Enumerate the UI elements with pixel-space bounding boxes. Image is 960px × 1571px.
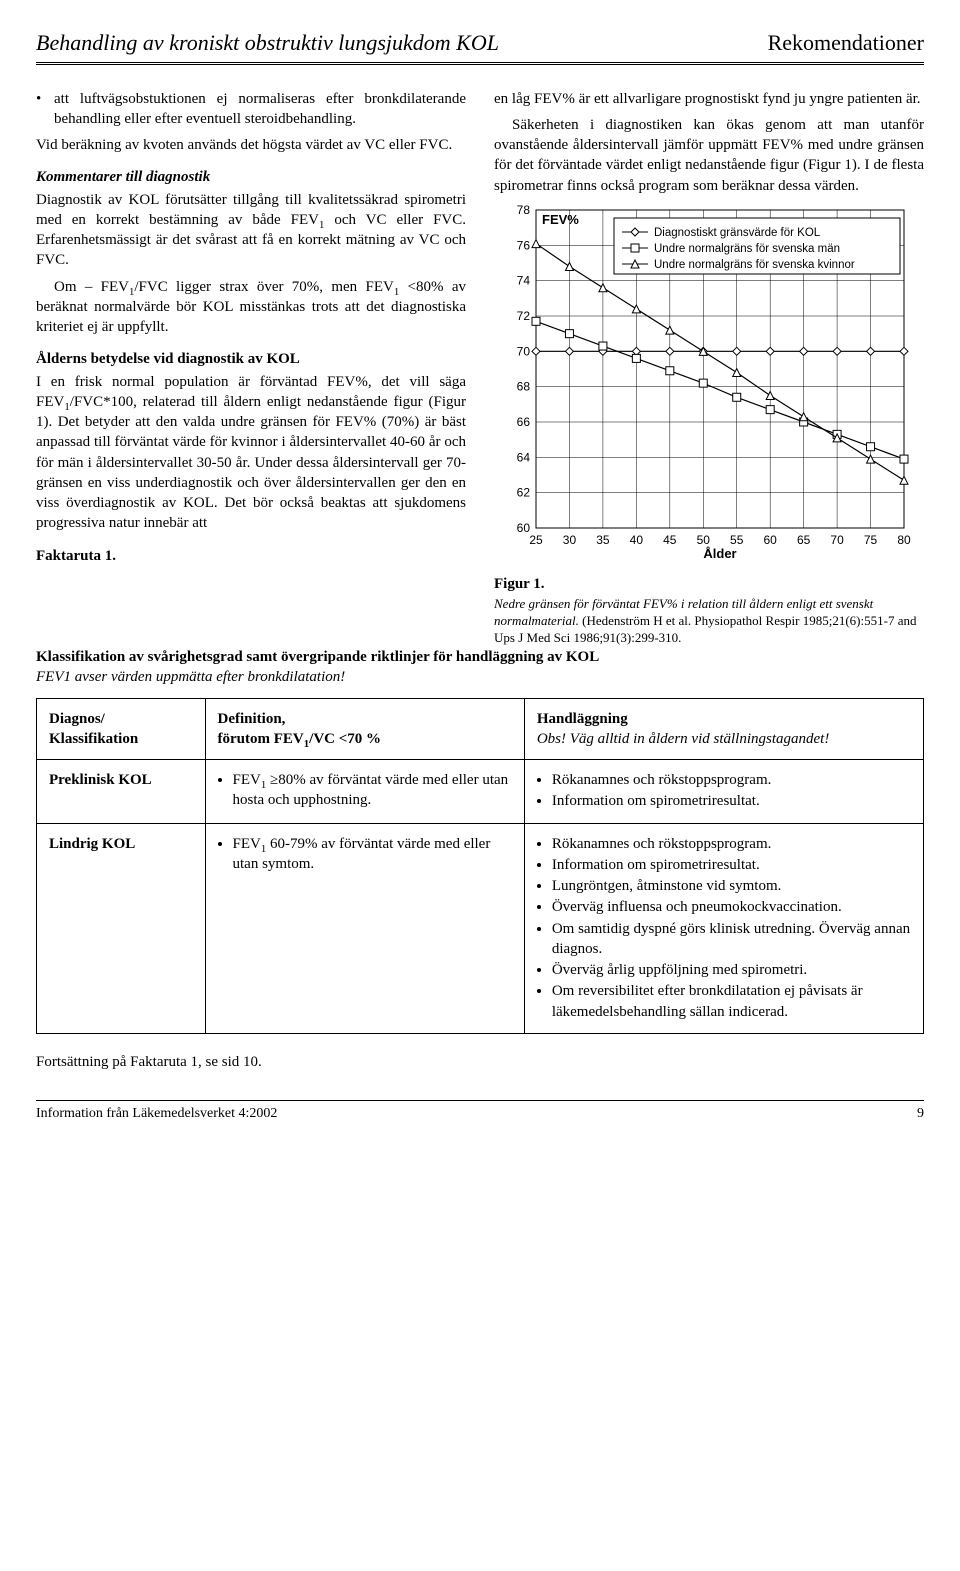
- svg-text:45: 45: [663, 533, 677, 547]
- table-row: Preklinisk KOLFEV1 ≥80% av förväntat vär…: [37, 760, 924, 824]
- svg-text:65: 65: [797, 533, 811, 547]
- svg-text:70: 70: [517, 344, 531, 358]
- subheading-alderns: Ålderns betydelse vid diagnostik av KOL: [36, 349, 466, 369]
- header-text: Klassifikation: [49, 731, 138, 747]
- subheading-kommentarer: Kommentarer till diagnostik: [36, 167, 466, 187]
- svg-text:76: 76: [517, 238, 531, 252]
- body-paragraph: I en frisk normal population är förvänta…: [36, 372, 466, 534]
- faktaruta-label: Faktaruta 1.: [36, 546, 466, 566]
- cell-definition: FEV1 60-79% av förväntat värde med eller…: [205, 823, 524, 1033]
- body-paragraph: Vid beräkning av kvoten används det högs…: [36, 135, 466, 155]
- text-run: /FVC ligger strax över 70%, men FEV: [134, 279, 393, 295]
- text-run: Om – FEV: [54, 279, 129, 295]
- svg-text:50: 50: [697, 533, 711, 547]
- bullet-item: • att luftvägsobstuktionen ej normaliser…: [36, 89, 466, 130]
- footer-page-number: 9: [917, 1105, 924, 1124]
- faktaruta-block: Klassifikation av svårighetsgrad samt öv…: [36, 647, 924, 1072]
- svg-text:Ålder: Ålder: [703, 546, 736, 561]
- bullet-marker: •: [36, 89, 54, 130]
- svg-text:70: 70: [830, 533, 844, 547]
- table-header-row: Diagnos/ Klassifikation Definition, föru…: [37, 698, 924, 760]
- cell-handlaggning: Rökanamnes och rökstoppsprogram.Informat…: [524, 823, 923, 1033]
- header-rule: [36, 62, 924, 65]
- svg-text:64: 64: [517, 450, 531, 464]
- header-subtext: Obs! Väg alltid in åldern vid ställnings…: [537, 731, 830, 747]
- svg-text:60: 60: [517, 521, 531, 535]
- svg-text:66: 66: [517, 415, 531, 429]
- body-paragraph: en låg FEV% är ett allvarligare prognost…: [494, 89, 924, 109]
- figure-label: Figur 1.: [494, 574, 924, 594]
- table-row: Lindrig KOLFEV1 60-79% av förväntat värd…: [37, 823, 924, 1033]
- svg-text:40: 40: [630, 533, 644, 547]
- doc-title-right: Rekomendationer: [768, 28, 924, 58]
- svg-text:62: 62: [517, 486, 531, 500]
- doc-title-left: Behandling av kroniskt obstruktiv lungsj…: [36, 28, 499, 58]
- header-text: Definition,: [218, 711, 286, 727]
- cell-klass: Lindrig KOL: [37, 823, 206, 1033]
- svg-text:Undre normalgräns för svenska: Undre normalgräns för svenska män: [654, 243, 840, 255]
- svg-text:78: 78: [517, 203, 531, 217]
- body-paragraph: Säkerheten i diagnostiken kan ökas genom…: [494, 115, 924, 196]
- svg-text:Diagnostiskt gränsvärde för KO: Diagnostiskt gränsvärde för KOL: [654, 227, 821, 239]
- header-text: förutom FEV1/VC <70 %: [218, 731, 382, 747]
- col-header-diagnos: Diagnos/ Klassifikation: [37, 698, 206, 760]
- faktaruta-subheading: FEV1 avser värden uppmätta efter bronkdi…: [36, 667, 924, 687]
- faktaruta-heading: Klassifikation av svårighetsgrad samt öv…: [36, 647, 924, 667]
- fev-chart-svg: 60 62 64 66 68 70 72 74 76 78 25 30 35 40 45 50 55 60 65 70…: [494, 202, 914, 562]
- svg-text:30: 30: [563, 533, 577, 547]
- classification-table: Diagnos/ Klassifikation Definition, föru…: [36, 698, 924, 1034]
- svg-text:Undre normalgräns för svenska: Undre normalgräns för svenska kvinnor: [654, 259, 855, 271]
- svg-text:74: 74: [517, 274, 531, 288]
- figure-caption: Nedre gränsen för förväntat FEV% i relat…: [494, 596, 924, 647]
- svg-text:75: 75: [864, 533, 878, 547]
- header-text: Handläggning: [537, 711, 628, 727]
- col-header-handlaggning: Handläggning Obs! Väg alltid in åldern v…: [524, 698, 923, 760]
- svg-text:35: 35: [596, 533, 610, 547]
- cell-definition: FEV1 ≥80% av förväntat värde med eller u…: [205, 760, 524, 824]
- text-run: /FVC*100, relaterad till åldern enligt n…: [36, 394, 466, 532]
- svg-text:FEV%: FEV%: [542, 212, 579, 227]
- two-column-layout: • att luftvägsobstuktionen ej normaliser…: [36, 89, 924, 647]
- cell-handlaggning: Rökanamnes och rökstoppsprogram.Informat…: [524, 760, 923, 824]
- svg-text:25: 25: [529, 533, 543, 547]
- svg-text:80: 80: [897, 533, 911, 547]
- svg-text:68: 68: [517, 380, 531, 394]
- body-paragraph: Om – FEV1/FVC ligger strax över 70%, men…: [36, 277, 466, 338]
- footer-source: Information från Läkemedelsverket 4:2002: [36, 1105, 277, 1124]
- left-column: • att luftvägsobstuktionen ej normaliser…: [36, 89, 466, 647]
- bullet-text: att luftvägsobstuktionen ej normaliseras…: [54, 89, 466, 130]
- svg-text:72: 72: [517, 309, 531, 323]
- svg-text:55: 55: [730, 533, 744, 547]
- body-paragraph: Diagnostik av KOL förutsätter tillgång t…: [36, 190, 466, 271]
- figure-1-chart: 60 62 64 66 68 70 72 74 76 78 25 30 35 40 45 50 55 60 65 70…: [494, 202, 924, 568]
- svg-text:60: 60: [764, 533, 778, 547]
- right-column: en låg FEV% är ett allvarligare prognost…: [494, 89, 924, 647]
- faktaruta-footnote: Fortsättning på Faktaruta 1, se sid 10.: [36, 1052, 924, 1072]
- col-header-definition: Definition, förutom FEV1/VC <70 %: [205, 698, 524, 760]
- cell-klass: Preklinisk KOL: [37, 760, 206, 824]
- page-header: Behandling av kroniskt obstruktiv lungsj…: [36, 28, 924, 58]
- header-text: Diagnos/: [49, 711, 105, 727]
- page-footer: Information från Läkemedelsverket 4:2002…: [36, 1100, 924, 1124]
